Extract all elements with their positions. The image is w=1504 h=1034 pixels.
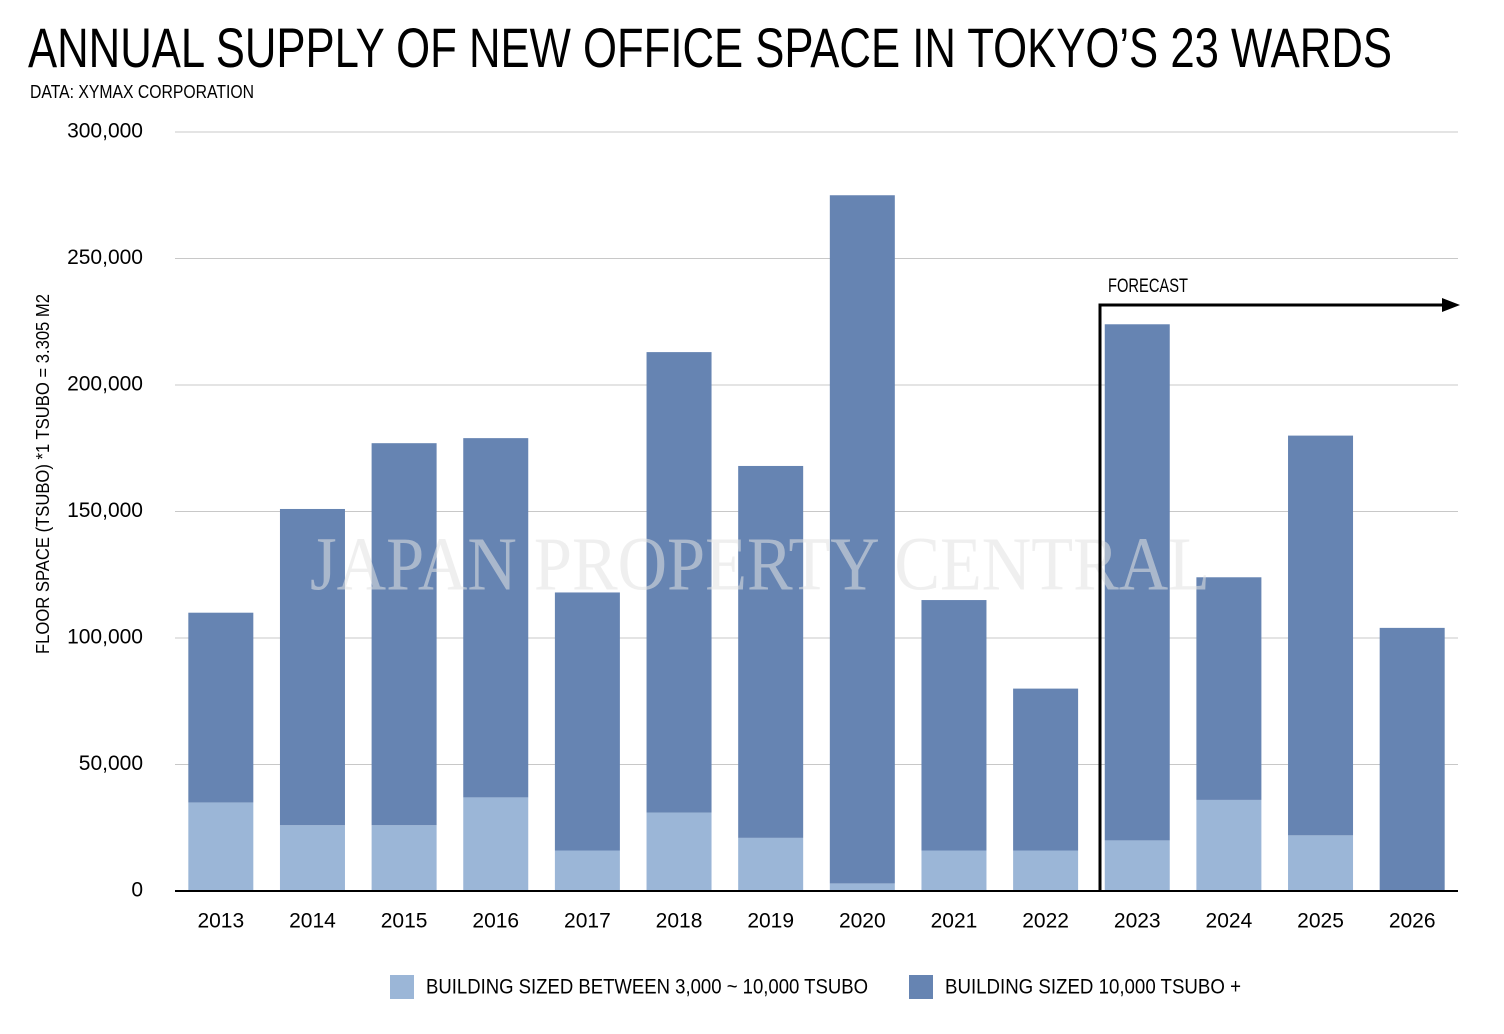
legend-label: BUILDING SIZED 10,000 TSUBO +	[945, 976, 1241, 999]
bar-segment	[829, 883, 895, 891]
bar-segment	[188, 802, 254, 891]
y-tick-label: 100,000	[67, 626, 143, 649]
bar-segment	[646, 812, 712, 891]
chart-title: ANNUAL SUPPLY OF NEW OFFICE SPACE IN TOK…	[28, 16, 1392, 79]
bar-segment	[371, 825, 437, 891]
x-tick-label: 2026	[1389, 910, 1436, 933]
bar-segment	[463, 438, 529, 798]
x-tick-label: 2013	[197, 910, 244, 933]
x-tick-label: 2019	[747, 910, 794, 933]
x-tick-label: 2025	[1297, 910, 1344, 933]
x-tick-label: 2024	[1206, 910, 1253, 933]
x-tick-label: 2021	[931, 910, 978, 933]
forecast-arrowhead	[1442, 298, 1460, 312]
y-tick-label: 300,000	[67, 120, 143, 143]
legend-swatch	[909, 975, 933, 999]
y-tick-label: 150,000	[67, 499, 143, 522]
bar-segment	[738, 465, 804, 838]
y-tick-label: 200,000	[67, 373, 143, 396]
bar-segment	[554, 592, 620, 851]
bar-segment	[554, 850, 620, 891]
watermark: JAPAN PROPERTY CENTRAL	[310, 522, 1210, 606]
x-tick-label: 2023	[1114, 910, 1161, 933]
bar-segment	[1288, 435, 1354, 836]
bar-segment	[188, 612, 254, 803]
bar-segment	[921, 600, 987, 851]
legend-swatch	[390, 975, 414, 999]
y-tick-label: 50,000	[79, 752, 143, 775]
x-tick-label: 2022	[1022, 910, 1069, 933]
bar-segment	[646, 352, 712, 813]
bar-segment	[1196, 577, 1262, 800]
bar-segment	[279, 825, 345, 891]
bar-segment	[1288, 835, 1354, 891]
x-tick-label: 2014	[289, 910, 336, 933]
bar-segment	[1104, 324, 1170, 841]
y-tick-label: 250,000	[67, 246, 143, 269]
plot-area: 0 50,000 100,000 150,000 200,000 250,000 300,0…	[67, 120, 1458, 999]
annotation: FORECAST	[1108, 276, 1188, 297]
x-tick-label: 2016	[472, 910, 519, 933]
bar-segment	[1013, 688, 1079, 851]
y-axis-label: FLOOR SPACE (TSUBO) *1 TSUBO = 3.305 M2	[33, 294, 53, 654]
bar-segment	[371, 443, 437, 826]
bar-segment	[1104, 840, 1170, 891]
bar-segment	[1013, 850, 1079, 891]
legend-label: BUILDING SIZED BETWEEN 3,000 ~ 10,000 TS…	[426, 976, 868, 999]
x-tick-label: 2017	[564, 910, 611, 933]
x-tick-label: 2015	[381, 910, 428, 933]
bar-segment	[921, 850, 987, 891]
bar-segment	[1379, 627, 1445, 891]
bar-segment	[279, 508, 345, 826]
x-tick-label: 2020	[839, 910, 886, 933]
bar-segment	[829, 195, 895, 884]
x-tick-label: 2018	[656, 910, 703, 933]
y-tick-label: 0	[131, 879, 143, 902]
bar-segment	[463, 797, 529, 891]
forecast-arrow	[1098, 303, 1448, 891]
bar-segment	[1196, 799, 1262, 891]
chart-subtitle: DATA: XYMAX CORPORATION	[30, 82, 254, 102]
bar-segment	[738, 837, 804, 891]
